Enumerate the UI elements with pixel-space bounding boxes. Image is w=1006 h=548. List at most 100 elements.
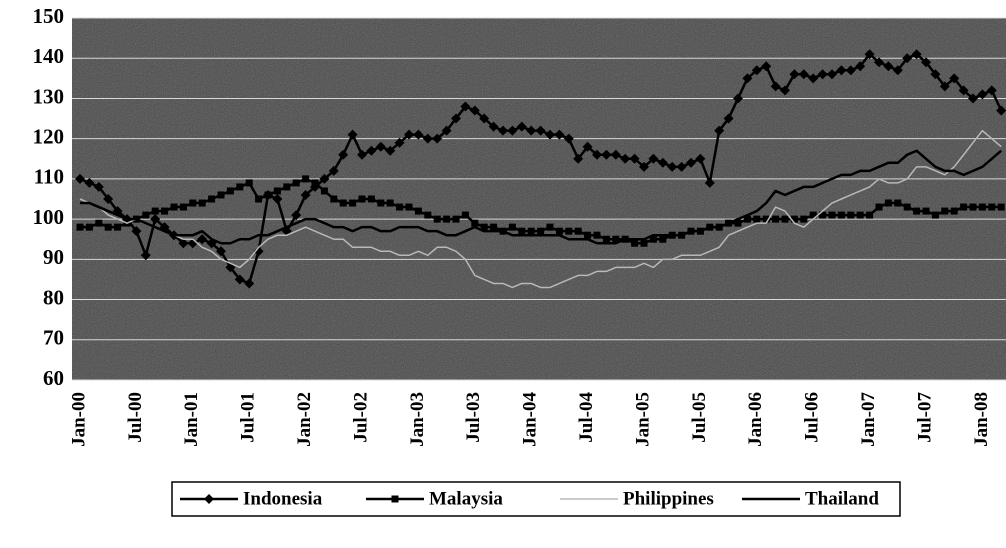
marker — [930, 69, 941, 80]
marker — [339, 199, 347, 207]
marker — [244, 278, 255, 289]
marker — [349, 199, 357, 207]
marker — [189, 199, 197, 207]
marker — [357, 149, 367, 160]
marker — [490, 223, 498, 231]
x-tick-label: Jul-07 — [914, 392, 935, 443]
x-tick-label: Jul-04 — [576, 392, 597, 443]
marker — [762, 215, 770, 223]
marker — [208, 195, 216, 203]
marker — [507, 125, 518, 136]
marker — [573, 153, 584, 164]
y-tick-label: 150 — [33, 4, 65, 28]
marker — [827, 69, 837, 80]
marker — [255, 195, 263, 203]
marker — [142, 211, 150, 219]
marker — [555, 227, 563, 235]
marker — [245, 179, 253, 187]
plot-texture — [72, 18, 1006, 380]
marker — [592, 149, 602, 160]
marker — [639, 161, 649, 172]
marker — [396, 203, 404, 211]
legend-label: Philippines — [623, 488, 714, 509]
marker — [385, 145, 396, 156]
marker — [319, 173, 330, 184]
marker — [657, 157, 668, 168]
y-tick-label: 110 — [34, 165, 64, 189]
marker — [226, 187, 234, 195]
marker — [997, 203, 1005, 211]
marker — [367, 195, 375, 203]
x-tick-label: Jul-01 — [238, 392, 259, 443]
y-tick-label: 140 — [33, 44, 65, 68]
marker — [743, 215, 751, 223]
marker — [204, 494, 214, 504]
x-tick-label: Jul-02 — [350, 392, 371, 443]
marker — [845, 65, 856, 76]
marker — [949, 73, 960, 84]
marker — [960, 203, 968, 211]
y-tick-label: 70 — [43, 326, 64, 350]
marker — [884, 199, 892, 207]
marker — [640, 239, 648, 247]
marker — [988, 203, 996, 211]
marker — [612, 235, 620, 243]
x-tick-label: Jul-06 — [802, 392, 823, 443]
marker — [471, 219, 479, 227]
marker — [300, 189, 311, 200]
marker — [602, 235, 610, 243]
marker — [198, 199, 206, 207]
series-line — [80, 149, 1003, 245]
marker — [620, 153, 631, 164]
marker — [516, 121, 527, 132]
marker — [734, 219, 742, 227]
marker — [911, 49, 922, 60]
marker — [565, 227, 573, 235]
marker — [753, 215, 761, 223]
y-tick-label: 130 — [33, 84, 65, 108]
marker — [433, 215, 441, 223]
marker — [648, 153, 659, 164]
legend-label: Malaysia — [429, 488, 503, 509]
marker — [751, 65, 762, 76]
x-tick-label: Jan-03 — [407, 392, 428, 447]
marker — [723, 113, 734, 124]
marker — [800, 215, 808, 223]
marker — [508, 223, 516, 231]
marker — [649, 235, 657, 243]
marker — [272, 194, 283, 204]
marker — [789, 69, 800, 80]
marker — [170, 203, 178, 211]
marker — [338, 149, 349, 160]
x-tick-label: Jul-03 — [463, 392, 484, 443]
marker — [968, 93, 978, 104]
marker — [84, 177, 95, 188]
x-tick-label: Jan-00 — [68, 392, 89, 447]
marker — [875, 203, 883, 211]
marker — [375, 141, 386, 152]
marker — [667, 161, 678, 172]
marker — [780, 85, 790, 96]
marker — [103, 194, 114, 204]
marker — [451, 113, 461, 124]
marker — [151, 207, 159, 215]
marker — [302, 175, 310, 183]
marker — [809, 211, 817, 219]
marker — [498, 125, 508, 136]
marker — [441, 125, 452, 136]
marker — [903, 203, 911, 211]
marker — [950, 207, 958, 215]
marker — [574, 227, 582, 235]
marker — [686, 157, 696, 168]
x-tick-label: Jan-01 — [181, 392, 202, 447]
marker — [676, 161, 687, 172]
x-tick-label: Jan-02 — [294, 392, 315, 447]
marker — [828, 211, 836, 219]
marker — [847, 211, 855, 219]
marker — [913, 207, 921, 215]
x-tick-label: Jul-05 — [689, 392, 710, 443]
marker — [414, 207, 422, 215]
marker — [518, 227, 526, 235]
marker — [695, 153, 706, 164]
marker — [714, 125, 725, 136]
